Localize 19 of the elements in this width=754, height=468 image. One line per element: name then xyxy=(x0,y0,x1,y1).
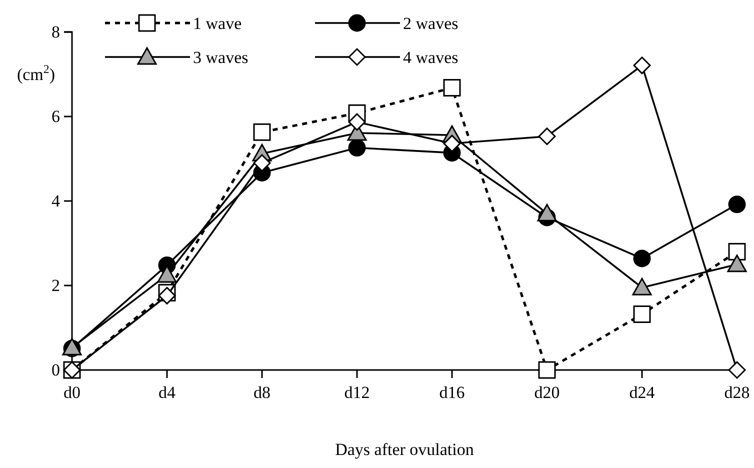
legend-label: 4 waves xyxy=(403,48,458,67)
legend-label: 2 waves xyxy=(403,14,458,33)
y-tick-label: 0 xyxy=(52,360,60,380)
x-tick-label: d4 xyxy=(158,383,176,402)
y-tick-label: 4 xyxy=(52,191,60,210)
y-tick-label: 6 xyxy=(52,106,60,126)
y-tick-label: 2 xyxy=(52,276,60,295)
x-tick-label: d24 xyxy=(629,383,656,402)
legend-label: 3 waves xyxy=(193,48,248,67)
y-tick-label: 8 xyxy=(52,22,60,42)
y-axis-title: (cm$^{2}$) xyxy=(16,62,56,84)
x-tick-label: d0 xyxy=(64,383,80,402)
legend-label: 1 wave xyxy=(193,14,242,33)
x-tick-label: d16 xyxy=(439,383,465,402)
x-axis-title: Days after ovulation xyxy=(335,440,474,459)
x-tick-label: d20 xyxy=(534,383,560,402)
x-tick-label: d8 xyxy=(254,383,270,402)
x-tick-label: d28 xyxy=(724,383,750,402)
x-tick-label: d12 xyxy=(344,383,370,402)
